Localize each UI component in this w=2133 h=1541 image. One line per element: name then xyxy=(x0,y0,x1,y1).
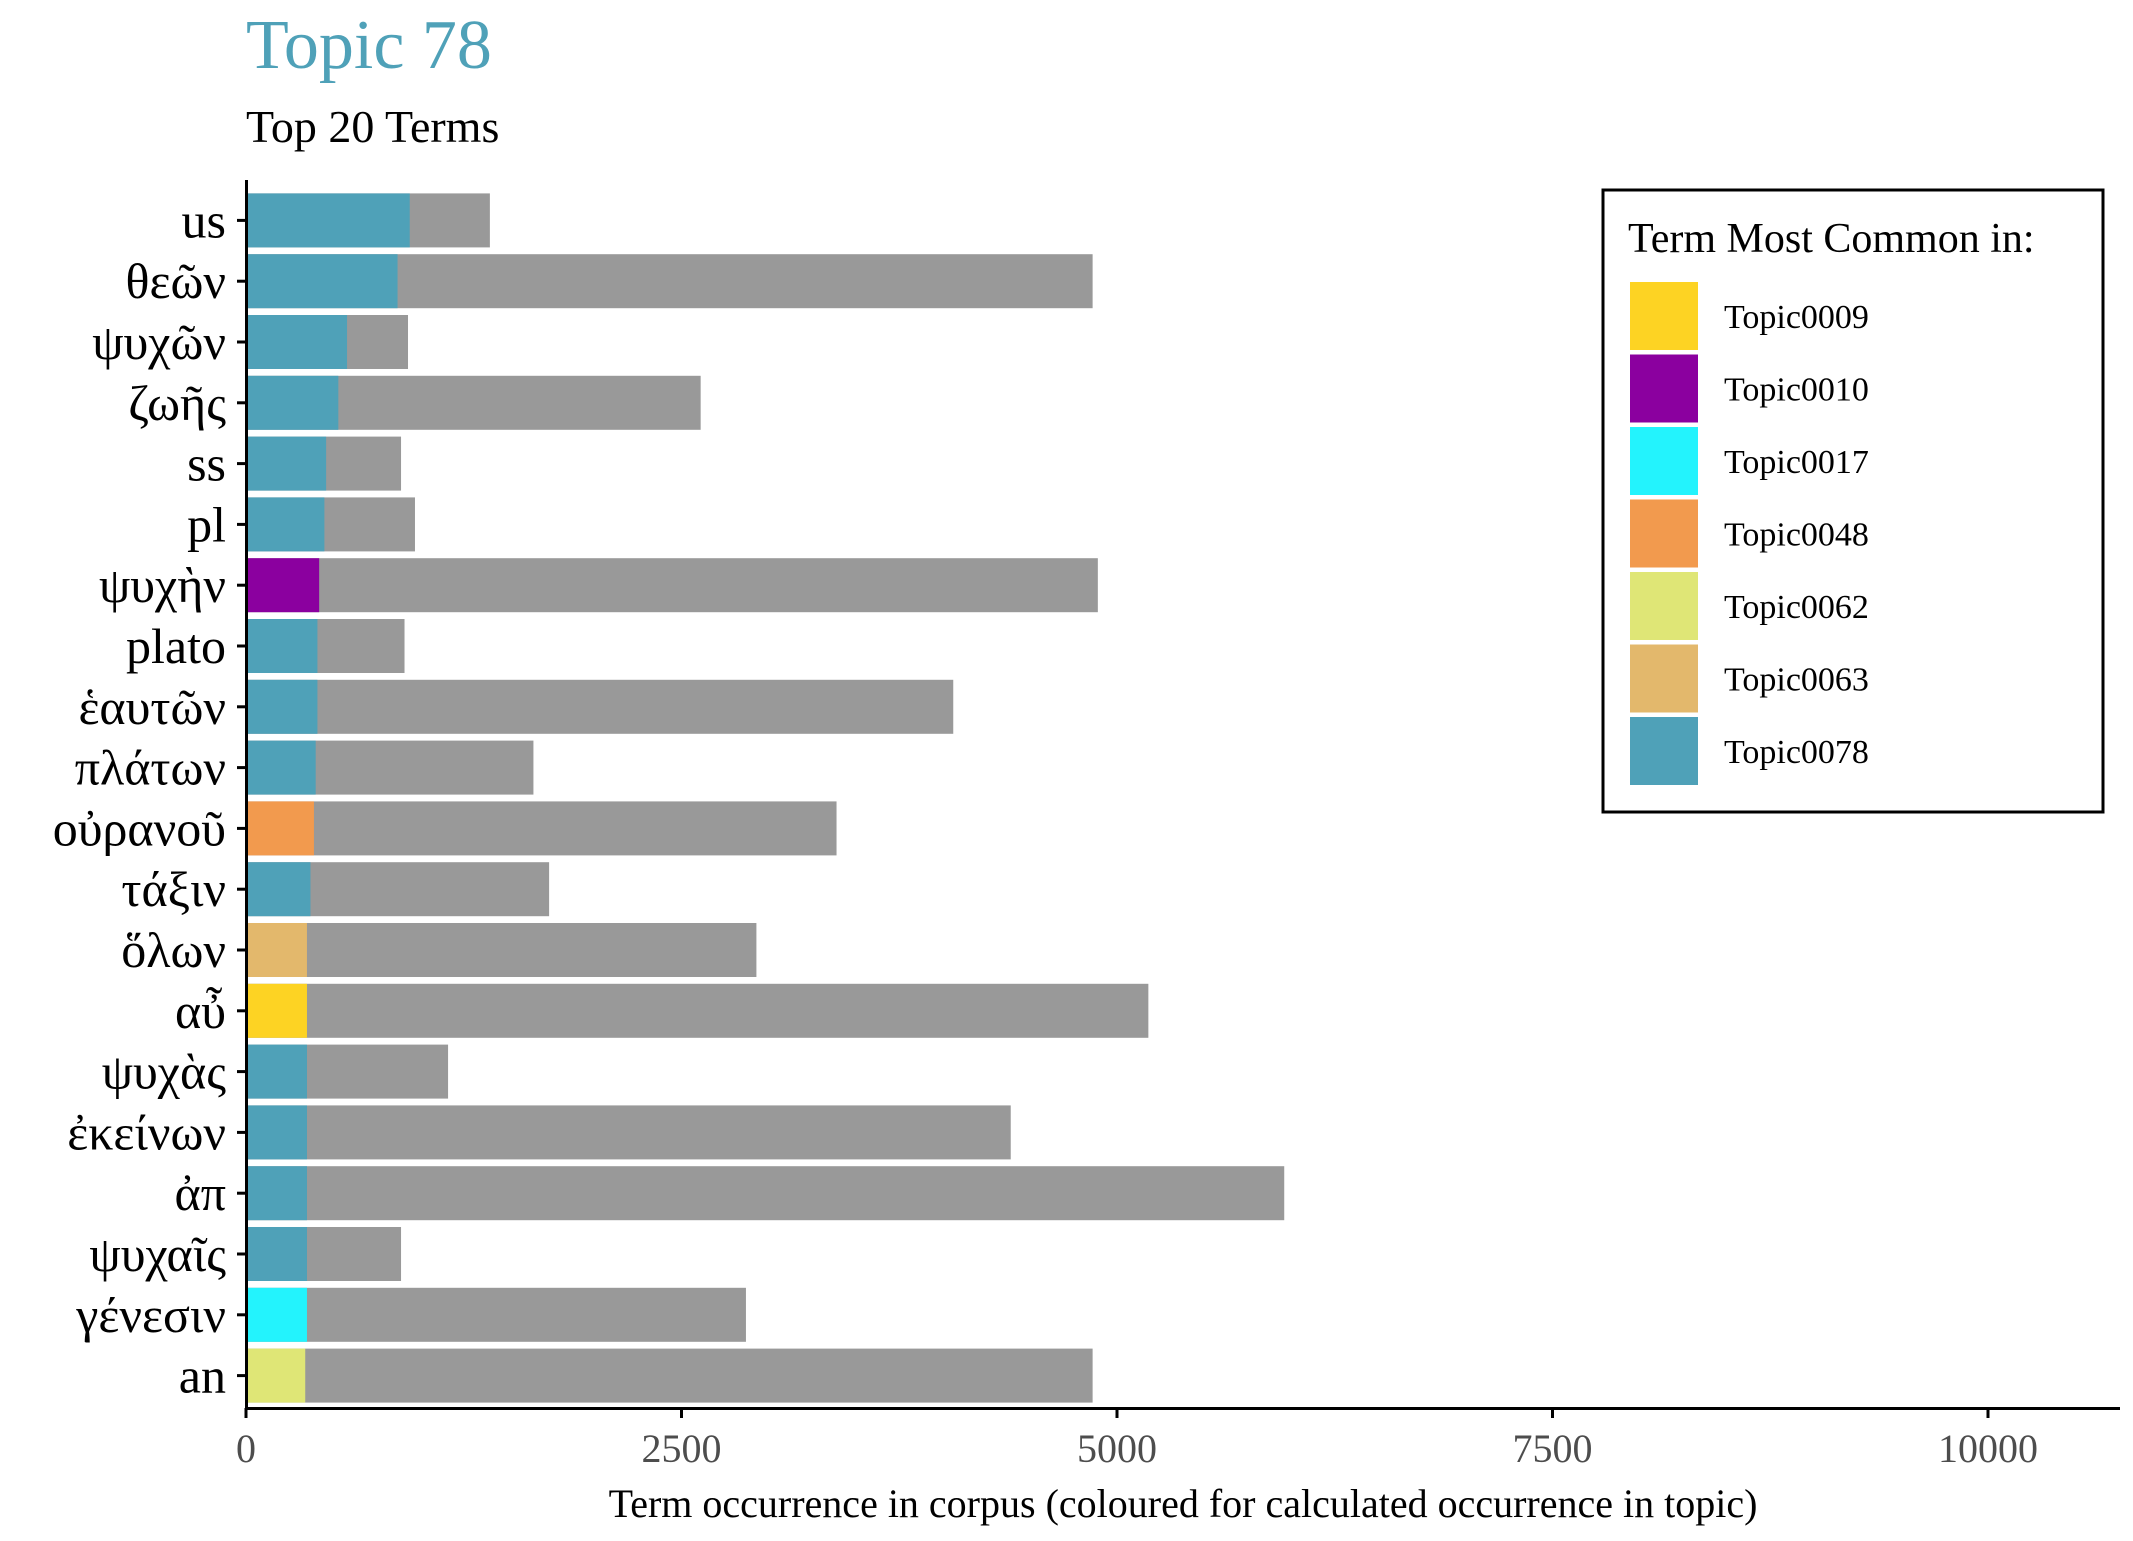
y-tick-label: ἑαυτῶν xyxy=(78,679,226,735)
legend-label: Topic0062 xyxy=(1724,589,1869,626)
topic-bar xyxy=(246,679,318,734)
corpus-bar xyxy=(246,679,954,734)
topic-bar xyxy=(246,740,316,795)
corpus-bar xyxy=(246,1105,1011,1160)
y-tick-label: plato xyxy=(126,618,226,674)
x-tick-label: 0 xyxy=(236,1426,256,1471)
y-tick-label: pl xyxy=(187,496,226,552)
y-tick-label: ψυχαῖς xyxy=(89,1226,226,1282)
legend-swatch xyxy=(1630,644,1698,713)
legend-swatch xyxy=(1630,354,1698,423)
legend-swatch xyxy=(1630,499,1698,568)
legend-swatch xyxy=(1630,717,1698,785)
chart-title: Topic 78 xyxy=(246,7,492,84)
corpus-bar xyxy=(246,1287,746,1342)
topic-bar xyxy=(246,1105,307,1160)
topic-bar xyxy=(246,436,327,491)
x-tick-label: 7500 xyxy=(1513,1426,1593,1471)
topic-bar xyxy=(246,375,339,430)
legend-label: Topic0048 xyxy=(1724,517,1869,554)
topic-bar xyxy=(246,315,348,369)
corpus-bar xyxy=(246,1348,1093,1403)
y-tick-label: an xyxy=(179,1348,226,1404)
legend-swatch xyxy=(1630,282,1698,350)
axes-group xyxy=(245,180,2120,1410)
topic-bar xyxy=(246,1287,307,1342)
y-tick-label: θεῶν xyxy=(126,253,226,309)
legend-label: Topic0063 xyxy=(1724,662,1869,699)
y-tick-label: us xyxy=(182,192,226,248)
topic-bar xyxy=(246,1227,307,1281)
legend: Term Most Common in: Topic0009Topic0010T… xyxy=(1601,188,2105,814)
topic-bar xyxy=(246,801,314,856)
y-tick-label: οὐρανοῦ xyxy=(53,800,226,856)
y-tick-label: γένεσιν xyxy=(75,1287,226,1343)
y-tick-label: ἀπ xyxy=(175,1165,226,1221)
legend-swatch xyxy=(1630,572,1698,640)
x-tick-label: 5000 xyxy=(1077,1426,1157,1471)
legend-items: Topic0009 Topic0010 Topic0017 Topic0048 Topi… xyxy=(1630,282,1869,785)
y-tick-label: ψυχὴν xyxy=(99,557,226,613)
x-ticks-group: 0 2500 5000 7500 10000 xyxy=(236,1408,2038,1471)
legend-label: Topic0017 xyxy=(1724,444,1869,481)
corpus-bar xyxy=(246,558,1098,613)
y-tick-label: πλάτων xyxy=(75,740,226,796)
y-tick-label: ψυχῶν xyxy=(92,314,226,370)
y-tick-label: ἐκείνων xyxy=(67,1104,226,1160)
corpus-bar xyxy=(246,983,1149,1038)
x-axis-label: Term occurrence in corpus (coloured for … xyxy=(609,1481,1758,1526)
corpus-bar xyxy=(246,801,837,856)
y-tick-label: ὅλων xyxy=(121,922,226,978)
y-tick-label: τάξιν xyxy=(121,861,226,917)
x-tick-label: 10000 xyxy=(1938,1426,2038,1471)
chart-subtitle: Top 20 Terms xyxy=(246,101,500,152)
legend-label: Topic0009 xyxy=(1724,299,1869,336)
topic-bar xyxy=(246,193,410,248)
y-ticks-group: usθεῶνψυχῶνζωῆςssplψυχὴνplatoἑαυτῶνπλάτω… xyxy=(53,192,246,1404)
legend-label: Topic0078 xyxy=(1724,734,1869,771)
y-tick-label: αὖ xyxy=(175,983,226,1039)
topic-bar xyxy=(246,1044,307,1099)
topic-bar xyxy=(246,558,320,613)
topic-bar xyxy=(246,497,325,552)
topic-bar xyxy=(246,619,318,673)
legend-title: Term Most Common in: xyxy=(1628,216,2035,262)
topic-bar xyxy=(246,1166,307,1221)
legend-swatch xyxy=(1630,427,1698,495)
y-tick-label: ss xyxy=(187,436,226,492)
legend-label: Topic0010 xyxy=(1724,372,1869,409)
y-tick-label: ζωῆς xyxy=(128,375,226,431)
y-tick-label: ψυχὰς xyxy=(102,1044,226,1100)
x-tick-label: 2500 xyxy=(642,1426,722,1471)
corpus-bar xyxy=(246,923,757,977)
topic-bar xyxy=(246,1348,306,1403)
topic-bar xyxy=(246,923,307,977)
topic-bar xyxy=(246,983,307,1038)
topic-bar xyxy=(246,862,311,917)
corpus-bar xyxy=(246,1166,1285,1221)
bars-group xyxy=(246,193,1285,1403)
topic-bar xyxy=(246,254,398,309)
